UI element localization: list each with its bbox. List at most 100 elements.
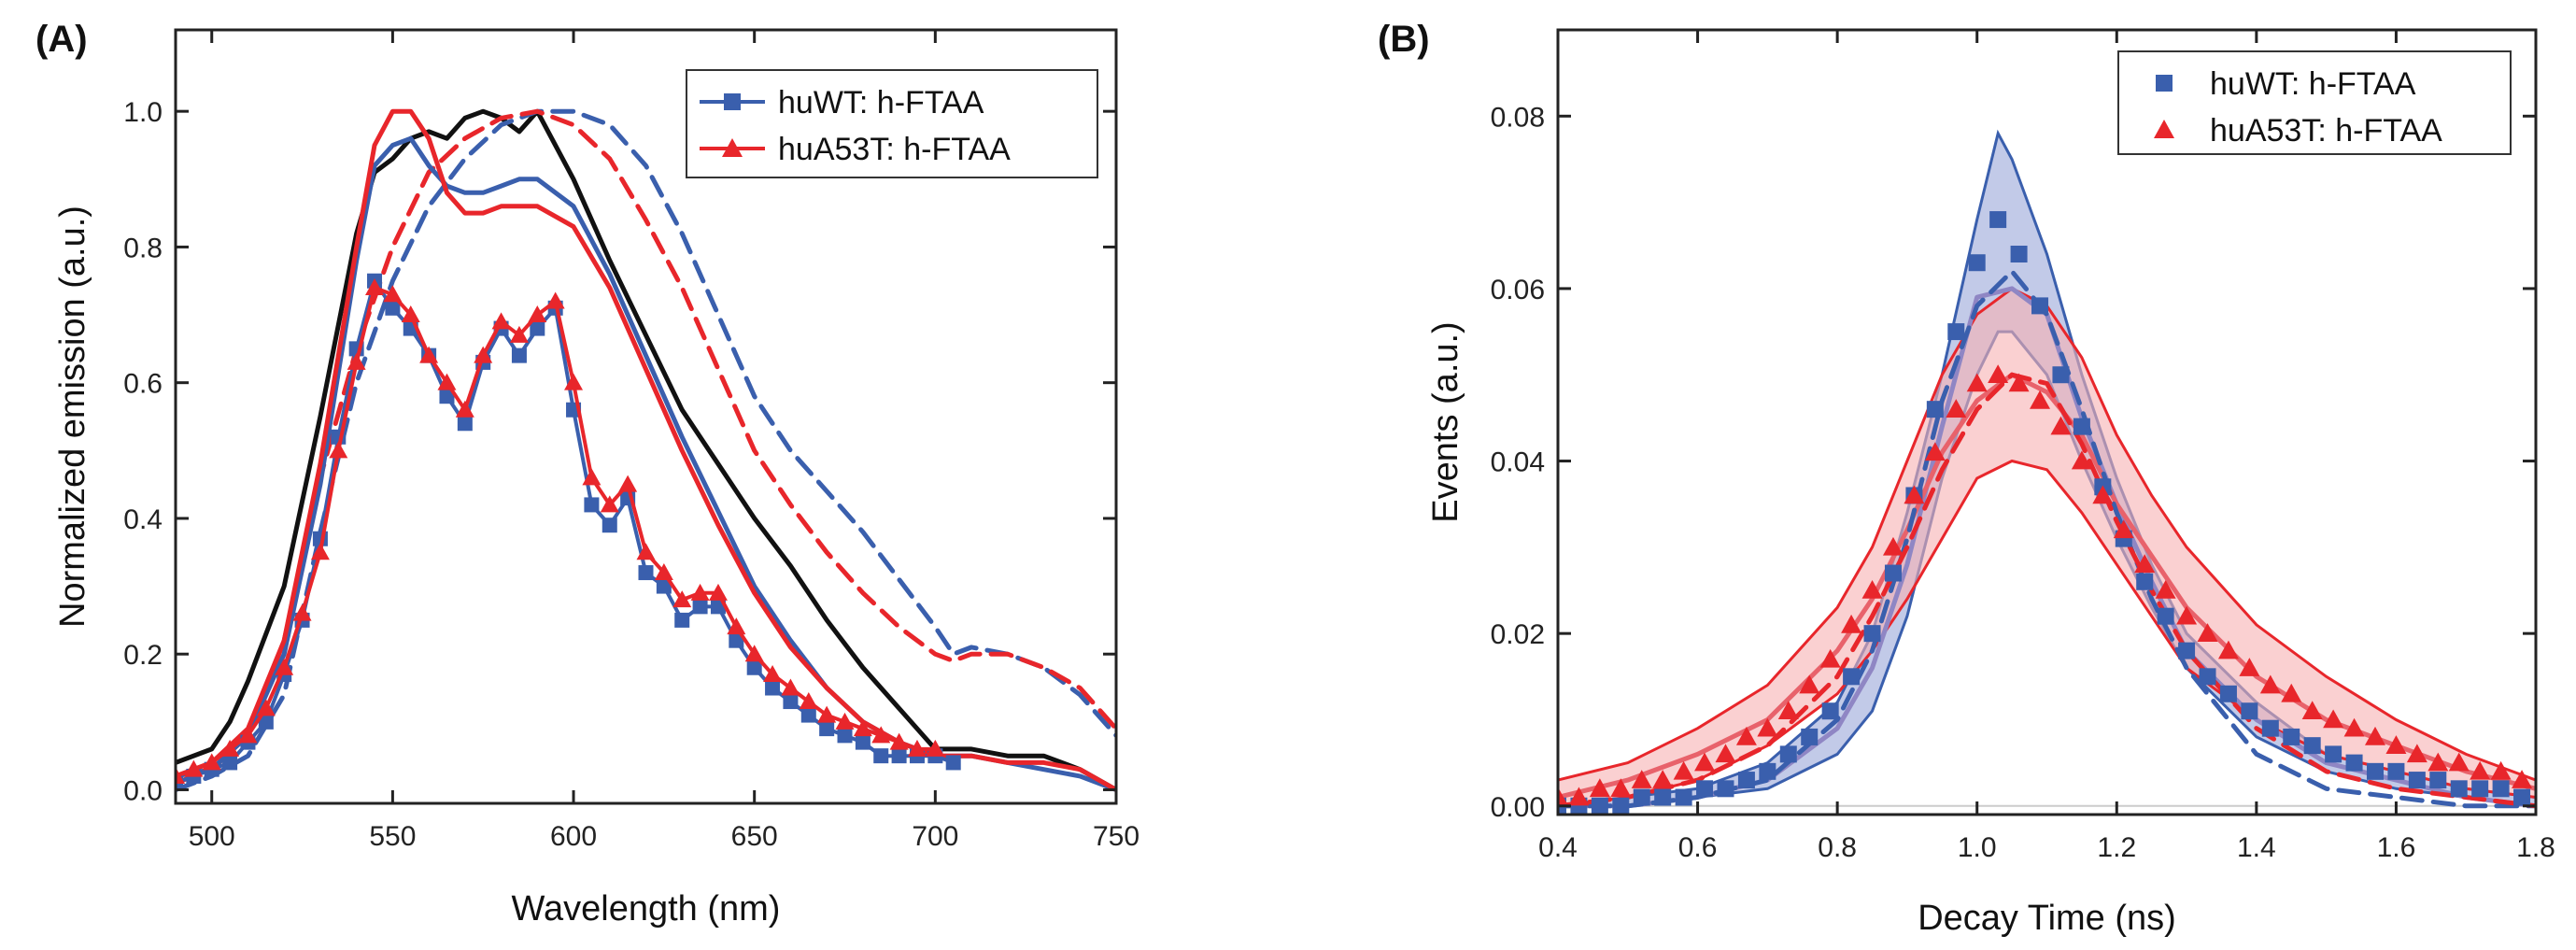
triangle-marker <box>2197 623 2218 642</box>
triangle-marker <box>2239 658 2260 676</box>
triangle-marker <box>1558 787 1568 806</box>
square-marker <box>511 347 527 363</box>
triangle-marker <box>654 563 673 581</box>
square-marker <box>457 416 473 432</box>
y-tick-label: 0.02 <box>1491 619 1545 650</box>
square-marker <box>2492 780 2510 798</box>
triangle-marker <box>1966 373 1988 392</box>
x-tick-label: 1.6 <box>2377 832 2416 863</box>
y-tick-label: 0.4 <box>123 504 163 535</box>
triangle-marker <box>853 719 872 737</box>
square-marker <box>1801 728 1819 745</box>
triangle-marker <box>799 692 818 710</box>
triangle-marker <box>2343 717 2365 737</box>
band-upper-1 <box>1558 287 2536 782</box>
series-line-1 <box>176 108 1116 792</box>
square-marker <box>2283 728 2300 745</box>
legend-box <box>2117 50 2512 155</box>
triangle-marker <box>1861 580 1883 599</box>
triangle-marker <box>2490 760 2512 780</box>
square-marker <box>1863 625 1881 643</box>
triangle-marker <box>889 732 909 750</box>
triangle-marker <box>2259 674 2281 694</box>
triangle-marker <box>582 468 602 486</box>
square-marker <box>1633 788 1650 806</box>
triangle-marker <box>202 753 221 771</box>
triangle-marker <box>275 658 294 675</box>
triangle-marker <box>2301 701 2323 720</box>
triangle-marker <box>907 739 927 757</box>
chart-panel-b: 0.4 0.6 0.8 1.0 1.2 1.4 1.6 1.8 0.00 0.02 0.04 0.06… <box>1378 19 2555 938</box>
y-tick-label: 0.0 <box>123 775 163 806</box>
square-marker <box>1654 788 1672 806</box>
y-tick-label: 0.08 <box>1491 102 1545 133</box>
triangle-marker <box>2448 752 2470 772</box>
triangle-marker <box>310 543 330 560</box>
square-marker <box>2471 780 2489 798</box>
y-axis-label: Events (a.u.) <box>1426 321 1465 522</box>
triangle-marker <box>176 766 185 784</box>
triangle-marker <box>600 495 619 513</box>
series-line-6 <box>176 286 938 778</box>
square-marker <box>746 659 762 675</box>
triangle-marker <box>2427 752 2449 772</box>
triangle-marker <box>2155 580 2176 599</box>
square-marker <box>222 755 238 771</box>
x-axis-label: Decay Time (ns) <box>1918 899 2176 938</box>
square-marker <box>1591 797 1608 815</box>
x-tick-label: 0.4 <box>1538 832 1578 863</box>
triangle-marker <box>474 346 493 363</box>
x-tick-label: 1.4 <box>2237 832 2276 863</box>
x-axis-label: Wavelength (nm) <box>512 889 781 929</box>
square-marker <box>837 728 853 744</box>
x-tick-label: 650 <box>731 821 778 852</box>
x-tick-label: 1.8 <box>2516 832 2555 863</box>
triangle-marker <box>437 373 457 390</box>
triangle-marker <box>528 305 547 323</box>
triangle-marker <box>2030 390 2051 409</box>
series-line-2 <box>1558 269 2536 809</box>
plot-frame <box>1556 28 2538 816</box>
triangle-marker <box>292 603 312 621</box>
triangle-marker <box>817 705 837 723</box>
x-tick-label: 0.8 <box>1818 832 1857 863</box>
triangle-marker <box>545 291 565 309</box>
x-tick-label: 750 <box>1093 821 1139 852</box>
y-tick-label: 0.6 <box>123 369 163 400</box>
y-axis-label: Normalized emission (a.u.) <box>53 206 92 628</box>
triangle-marker <box>2092 485 2114 504</box>
triangle-marker <box>1673 760 1694 780</box>
square-marker <box>602 518 617 533</box>
band-fill-1 <box>1558 288 2536 806</box>
square-marker <box>2052 366 2070 384</box>
square-marker <box>692 599 708 615</box>
square-marker <box>2303 737 2321 755</box>
triangle-marker <box>1988 364 2009 384</box>
square-marker <box>2345 754 2363 772</box>
triangle-marker <box>1589 778 1610 798</box>
y-tick-label: 0.00 <box>1491 792 1545 823</box>
y-tick-label: 0.2 <box>123 640 163 671</box>
triangle-marker <box>871 726 891 744</box>
x-tick-label: 550 <box>369 821 416 852</box>
triangle-marker <box>672 590 692 608</box>
square-marker <box>2136 573 2154 590</box>
square-marker <box>258 714 274 730</box>
series-line-4 <box>176 108 1116 792</box>
triangle-marker <box>401 305 420 323</box>
y-tick-label: 0.8 <box>123 233 163 263</box>
triangle-marker <box>220 739 240 757</box>
triangle-marker <box>636 543 656 560</box>
triangle-marker <box>1735 726 1757 745</box>
triangle-marker <box>1946 399 1967 418</box>
square-marker <box>674 612 690 628</box>
triangle-marker <box>781 678 800 696</box>
triangle-marker <box>2008 373 2030 392</box>
x-tick-label: 700 <box>912 821 958 852</box>
triangle-marker <box>2050 416 2072 435</box>
square-marker <box>656 578 672 594</box>
triangle-marker <box>491 312 511 330</box>
series-line-3 <box>1558 372 2536 809</box>
